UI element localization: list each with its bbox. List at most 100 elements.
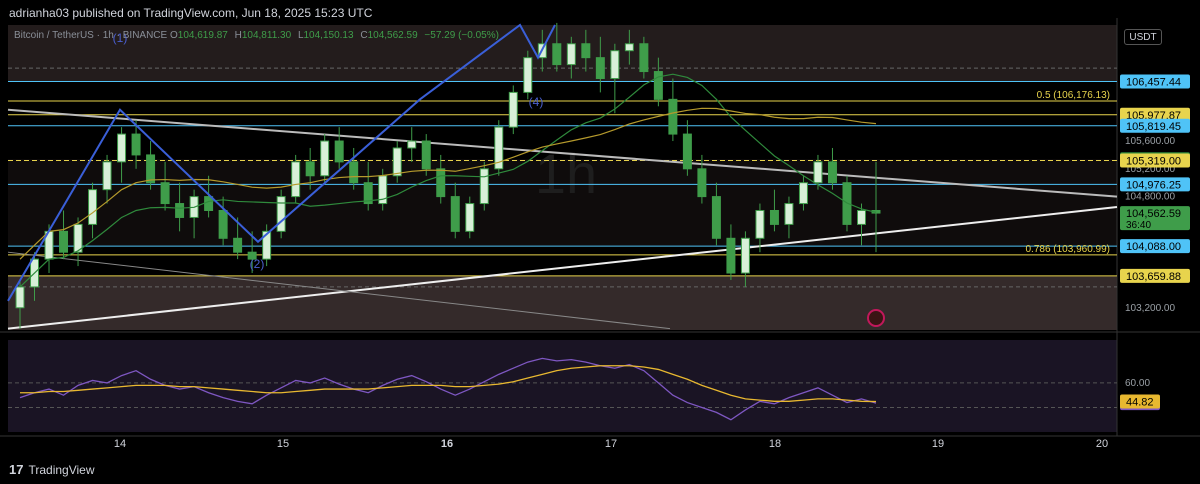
high-value: 104,811.30 — [241, 30, 292, 41]
publish-info: adrianha03 published on TradingView.com,… — [9, 6, 373, 20]
candle-body — [436, 168, 446, 198]
ascending-trendline — [7, 206, 1118, 330]
candle-body — [233, 237, 243, 253]
price-label-bg — [1120, 74, 1190, 89]
rsi-value-bg — [1120, 394, 1160, 409]
candle-body — [726, 237, 736, 274]
candle-body — [465, 203, 475, 232]
close-value: 104,562.59 — [367, 30, 418, 41]
moving-average-slow — [19, 107, 877, 260]
candle-body — [581, 43, 591, 59]
wave-label: (1) — [113, 31, 128, 45]
candle-body — [349, 161, 359, 184]
candle-body — [494, 126, 504, 170]
wave-label: (4) — [529, 95, 544, 109]
price-label: 105,319.00 — [1126, 156, 1181, 168]
candle-body — [102, 161, 112, 191]
open-value: 104,619.87 — [177, 30, 228, 41]
alert-icon — [867, 309, 885, 327]
candle-body — [88, 189, 98, 225]
candle-body — [131, 133, 141, 156]
candle-body — [73, 223, 83, 253]
candle-body — [653, 71, 663, 100]
candle-body — [146, 154, 156, 184]
price-label: 106,457.44 — [1126, 76, 1181, 88]
elliott-wave-path — [7, 23, 556, 302]
lower-zone-band — [8, 275, 1117, 330]
fib-label: 0.786 (103,960.99) — [1025, 244, 1110, 255]
price-label: 103,659.88 — [1126, 271, 1181, 283]
tradingview-logo-icon: 17 — [9, 462, 24, 477]
candle-body — [247, 251, 257, 260]
candle-body — [595, 57, 605, 79]
countdown-label: 36:40 — [1126, 220, 1151, 231]
candle-body — [407, 140, 417, 149]
candle-body — [276, 196, 286, 232]
price-label-bg — [1120, 177, 1190, 192]
wave-label: (2) — [250, 257, 265, 271]
upper-zone-band — [8, 25, 1117, 82]
symbol-name[interactable]: Bitcoin / TetherUS · 1h · BINANCE — [14, 30, 168, 41]
time-tick: 15 — [277, 438, 289, 450]
price-tick: 103,200.00 — [1125, 303, 1175, 314]
time-tick: 20 — [1096, 438, 1108, 450]
candle-body — [218, 210, 228, 239]
time-tick: 17 — [605, 438, 617, 450]
price-label-bg — [1120, 206, 1190, 231]
currency-button[interactable]: USDT — [1124, 29, 1162, 45]
price-label: 105,819.45 — [1126, 121, 1181, 133]
price-label-bg — [1120, 268, 1190, 283]
candle-body — [668, 98, 678, 135]
change-value: −57.29 (−0.05%) — [424, 30, 499, 41]
price-label: 105,977.87 — [1126, 110, 1181, 122]
candle-body — [682, 133, 692, 170]
candle-body — [59, 230, 69, 253]
candle-body — [334, 140, 344, 163]
candle-body — [784, 203, 794, 225]
fib-label: 0.5 (106,176.13) — [1037, 90, 1110, 101]
candle-body — [566, 43, 576, 66]
time-tick: 14 — [114, 438, 126, 450]
price-tick: 105,600.00 — [1125, 136, 1175, 147]
price-label-bg — [1120, 153, 1190, 168]
candle-body — [262, 230, 272, 260]
candle-body — [291, 161, 301, 198]
brand-name: TradingView — [28, 462, 95, 477]
moving-average-fast — [19, 73, 877, 288]
price-tick: 104,800.00 — [1125, 192, 1175, 203]
close-key: C — [360, 30, 368, 41]
high-key: H — [234, 30, 242, 41]
candle-body — [827, 161, 837, 184]
open-key: O — [169, 30, 178, 41]
candle-body — [857, 210, 866, 225]
time-tick: 18 — [769, 438, 781, 450]
candle-body — [624, 43, 634, 52]
candle-body — [711, 196, 721, 239]
low-key: L — [297, 30, 304, 41]
price-tick: 105,200.00 — [1125, 164, 1175, 175]
symbol-legend[interactable]: Bitcoin / TetherUS · 1h · BINANCE O104,6… — [14, 30, 503, 41]
candle-body — [740, 237, 750, 274]
candle-body — [697, 168, 707, 198]
candle-body — [508, 91, 518, 128]
candle-body — [421, 140, 431, 170]
rsi-tick: 60.00 — [1125, 378, 1150, 389]
candle-body — [160, 182, 170, 205]
price-label: 104,088.00 — [1126, 241, 1181, 253]
candle-body — [798, 182, 808, 205]
price-label: 104,562.59 — [1126, 208, 1181, 220]
candle-body — [610, 50, 620, 79]
footer-brand[interactable]: 17 TradingView — [9, 462, 95, 477]
candle-body — [479, 168, 489, 205]
candle-body — [552, 43, 562, 66]
rsi-moving-average — [20, 365, 877, 403]
rsi-value-label: 44.82 — [1126, 397, 1154, 409]
descending-trendline — [7, 108, 1118, 198]
price-label-bg — [1120, 239, 1190, 254]
candle-body — [392, 147, 402, 177]
candle-body — [523, 57, 533, 93]
candle-body — [639, 43, 649, 73]
candle-body — [204, 196, 214, 212]
candle-body — [305, 161, 315, 177]
